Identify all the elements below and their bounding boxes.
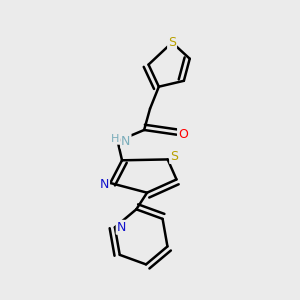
- Text: S: S: [170, 150, 178, 163]
- Text: H: H: [111, 134, 119, 144]
- Text: N: N: [121, 135, 130, 148]
- Text: N: N: [117, 221, 126, 234]
- Text: O: O: [178, 128, 188, 141]
- Text: S: S: [168, 36, 176, 49]
- Text: N: N: [100, 178, 109, 191]
